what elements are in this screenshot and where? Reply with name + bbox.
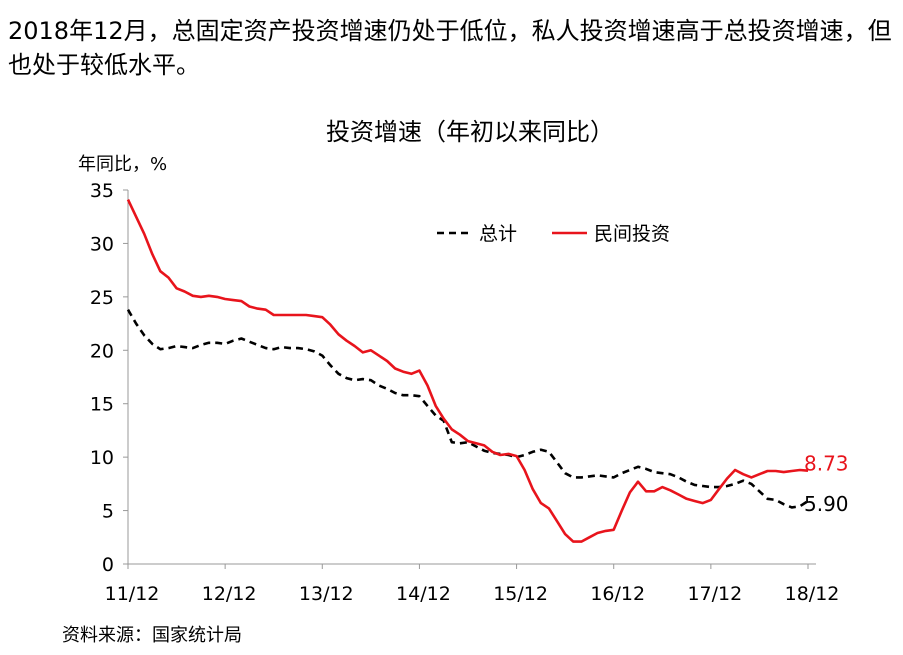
x-tick-label: 13/12 xyxy=(299,583,354,605)
y-tick-label: 5 xyxy=(102,501,114,523)
series-line-1 xyxy=(126,199,809,543)
x-tick-label: 14/12 xyxy=(396,583,451,605)
x-tick-label: 18/12 xyxy=(785,583,840,605)
x-tick-label: 16/12 xyxy=(590,583,645,605)
y-tick-label: 25 xyxy=(90,287,114,309)
x-tick-label: 15/12 xyxy=(493,583,548,605)
legend-label-1: 民间投资 xyxy=(594,223,670,245)
y-tick-label: 20 xyxy=(90,340,114,362)
y-tick-label: 30 xyxy=(90,233,114,255)
x-tick-label: 12/12 xyxy=(202,583,257,605)
headline: 2018年12月，总固定资产投资增速仍处于低位，私人投资增速高于总投资增速，但也… xyxy=(8,17,892,79)
y-axis-label: 年同比，% xyxy=(78,154,167,175)
y-tick-label: 15 xyxy=(90,394,114,416)
end-label-0: 5.90 xyxy=(804,492,849,516)
end-label-1: 8.73 xyxy=(804,452,849,476)
y-tick-label: 35 xyxy=(90,180,114,202)
x-tick-label: 17/12 xyxy=(687,583,742,605)
legend-label-0: 总计 xyxy=(479,223,517,245)
series-line-0 xyxy=(126,309,809,509)
y-tick-label: 0 xyxy=(102,554,114,576)
source-note: 资料来源：国家统计局 xyxy=(62,625,242,646)
chart-title: 投资增速（年初以来同比） xyxy=(326,118,614,146)
y-tick-label: 10 xyxy=(90,447,114,469)
x-tick-label: 11/12 xyxy=(105,583,160,605)
